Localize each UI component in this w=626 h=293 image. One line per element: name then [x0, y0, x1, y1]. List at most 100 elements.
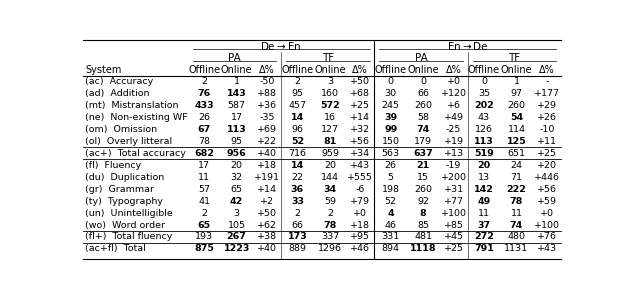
Text: (fl+)  Total fluency: (fl+) Total fluency: [85, 232, 172, 241]
Text: 54: 54: [510, 113, 523, 122]
Text: +43: +43: [350, 161, 371, 170]
Text: Offline: Offline: [374, 64, 407, 75]
Text: 58: 58: [417, 113, 429, 122]
Text: 13: 13: [478, 173, 490, 182]
Text: 20: 20: [324, 161, 336, 170]
Text: 260: 260: [414, 185, 432, 194]
Text: +0: +0: [446, 77, 461, 86]
Text: +14: +14: [351, 113, 371, 122]
Text: +13: +13: [443, 149, 464, 158]
Text: 30: 30: [384, 89, 397, 98]
Text: +191: +191: [254, 173, 280, 182]
Text: 2: 2: [294, 77, 300, 86]
Text: 1: 1: [513, 77, 520, 86]
Text: Δ%: Δ%: [259, 64, 275, 75]
Text: 5: 5: [387, 173, 394, 182]
Text: Online: Online: [408, 64, 439, 75]
Text: (ac)  Accuracy: (ac) Accuracy: [85, 77, 153, 86]
Text: 682: 682: [194, 149, 214, 158]
Text: 71: 71: [510, 173, 523, 182]
Text: 17: 17: [198, 161, 210, 170]
Text: 26: 26: [385, 161, 397, 170]
Text: 97: 97: [510, 89, 523, 98]
Text: +19: +19: [444, 137, 464, 146]
Text: 889: 889: [289, 244, 306, 253]
Text: +120: +120: [441, 89, 466, 98]
Text: +77: +77: [444, 197, 464, 206]
Text: +14: +14: [257, 185, 277, 194]
Text: 651: 651: [508, 149, 525, 158]
Text: -35: -35: [259, 113, 275, 122]
Text: Δ%: Δ%: [446, 64, 461, 75]
Text: 17: 17: [230, 113, 243, 122]
Text: 14: 14: [291, 161, 304, 170]
Text: 150: 150: [382, 137, 399, 146]
Text: 114: 114: [508, 125, 525, 134]
Text: 457: 457: [289, 101, 306, 110]
Text: +76: +76: [537, 232, 557, 241]
Text: 24: 24: [510, 161, 523, 170]
Text: 1296: 1296: [318, 244, 342, 253]
Text: 637: 637: [413, 149, 433, 158]
Text: 43: 43: [478, 113, 490, 122]
Text: 272: 272: [474, 232, 494, 241]
Text: 95: 95: [292, 89, 304, 98]
Text: Online: Online: [314, 64, 346, 75]
Text: +43: +43: [536, 244, 557, 253]
Text: 65: 65: [230, 185, 243, 194]
Text: Δ%: Δ%: [539, 64, 555, 75]
Text: -6: -6: [356, 185, 365, 194]
Text: +11: +11: [537, 137, 557, 146]
Text: 66: 66: [292, 221, 304, 229]
Text: 563: 563: [382, 149, 400, 158]
Text: 78: 78: [323, 221, 337, 229]
Text: 2: 2: [294, 209, 300, 218]
Text: +18: +18: [351, 221, 371, 229]
Text: +56: +56: [537, 185, 557, 194]
Text: +29: +29: [537, 101, 557, 110]
Text: +36: +36: [257, 101, 277, 110]
Text: +177: +177: [534, 89, 560, 98]
Text: +34: +34: [350, 149, 371, 158]
Text: +18: +18: [257, 161, 277, 170]
Text: +88: +88: [257, 89, 277, 98]
Text: 26: 26: [198, 113, 210, 122]
Text: 20: 20: [230, 161, 243, 170]
Text: (gr)  Grammar: (gr) Grammar: [85, 185, 154, 194]
Text: +446: +446: [534, 173, 560, 182]
Text: 1223: 1223: [223, 244, 250, 253]
Text: (ol)  Overly litteral: (ol) Overly litteral: [85, 137, 172, 146]
Text: 179: 179: [414, 137, 432, 146]
Text: 0: 0: [481, 77, 487, 86]
Text: TF: TF: [322, 53, 334, 63]
Text: +85: +85: [444, 221, 464, 229]
Text: +68: +68: [351, 89, 371, 98]
Text: 245: 245: [382, 101, 399, 110]
Text: 11: 11: [478, 209, 490, 218]
Text: 4: 4: [387, 209, 394, 218]
Text: 35: 35: [478, 89, 490, 98]
Text: 81: 81: [323, 137, 337, 146]
Text: 14: 14: [291, 113, 304, 122]
Text: 1131: 1131: [505, 244, 528, 253]
Text: 66: 66: [417, 89, 429, 98]
Text: 791: 791: [474, 244, 494, 253]
Text: 11: 11: [510, 209, 523, 218]
Text: System: System: [85, 64, 121, 75]
Text: (mt)  Mistranslation: (mt) Mistranslation: [85, 101, 178, 110]
Text: 267: 267: [227, 232, 247, 241]
Text: 16: 16: [324, 113, 336, 122]
Text: TF: TF: [508, 53, 520, 63]
Text: 32: 32: [230, 173, 243, 182]
Text: 46: 46: [385, 221, 397, 229]
Text: 67: 67: [198, 125, 211, 134]
Text: 15: 15: [417, 173, 429, 182]
Text: +40: +40: [257, 149, 277, 158]
Text: 76: 76: [198, 89, 211, 98]
Text: 39: 39: [384, 113, 398, 122]
Text: +100: +100: [441, 209, 466, 218]
Text: (om)  Omission: (om) Omission: [85, 125, 157, 134]
Text: 105: 105: [228, 221, 245, 229]
Text: 41: 41: [198, 197, 210, 206]
Text: 37: 37: [478, 221, 491, 229]
